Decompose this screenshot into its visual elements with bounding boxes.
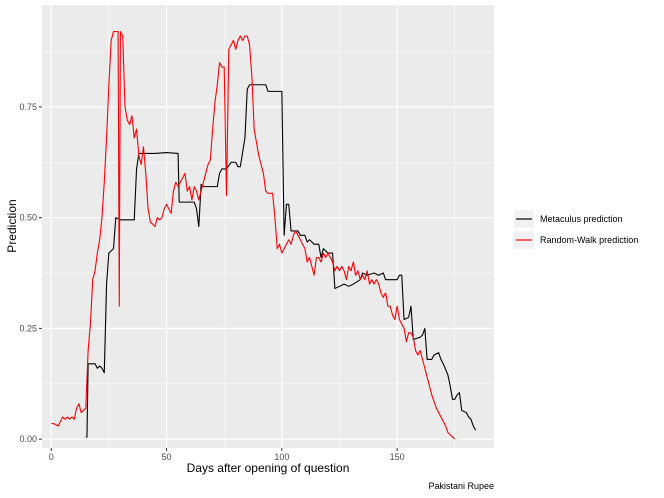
y-axis-title: Prediction: [5, 199, 19, 252]
series-lines: [51, 31, 477, 440]
y-tick-label: 0.25: [19, 323, 37, 333]
x-axis-title: Days after opening of question: [187, 461, 350, 475]
x-tick-label: 150: [390, 452, 405, 462]
panel-background: [42, 5, 494, 448]
axis-ticks: 0 50 100 150 0.00 0.25 0.50 0.75: [19, 102, 404, 462]
x-tick-label: 0: [49, 452, 54, 462]
series-line-metaculus: [85, 84, 477, 438]
legend-label: Metaculus prediction: [540, 214, 623, 224]
x-tick-label: 50: [162, 452, 172, 462]
y-tick-label: 0.50: [19, 213, 37, 223]
x-tick-label: 100: [274, 452, 289, 462]
legend-label: Random-Walk prediction: [540, 235, 638, 245]
series-line-random-walk: [51, 31, 456, 440]
legend: Metaculus prediction Random-Walk predicti…: [514, 210, 638, 249]
chart-caption: Pakistani Rupee: [428, 481, 494, 491]
grid: [42, 5, 494, 448]
y-tick-label: 0.00: [19, 434, 37, 444]
y-tick-label: 0.75: [19, 102, 37, 112]
